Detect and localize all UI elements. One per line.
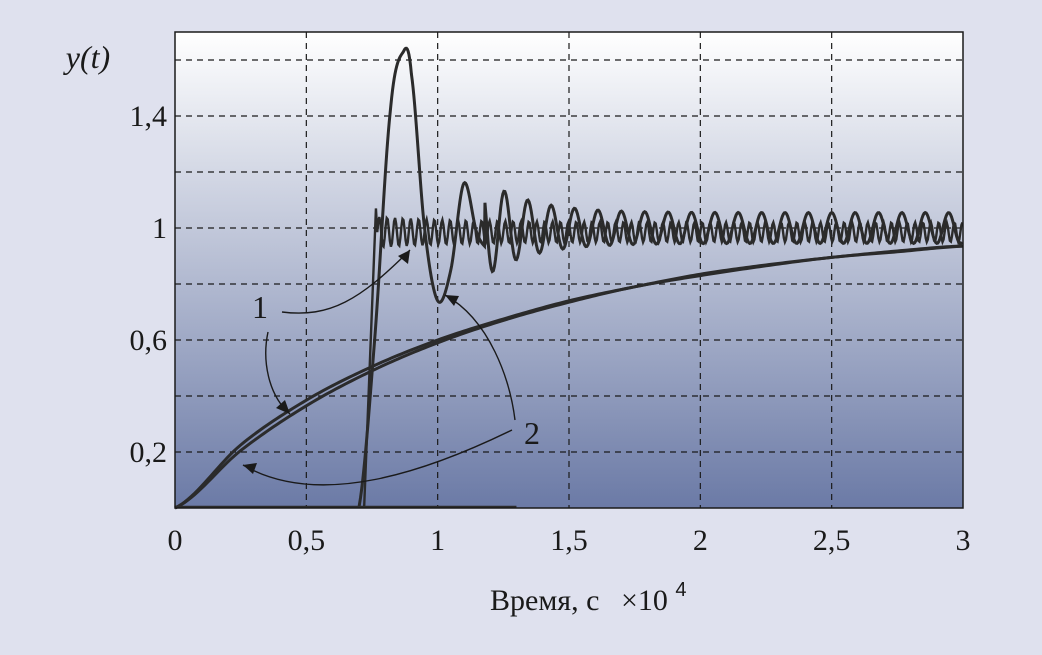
y-tick-label: 0,6 bbox=[130, 324, 168, 357]
annotation-arrow-1a bbox=[281, 249, 411, 314]
annotation-arrow-2b bbox=[242, 429, 513, 486]
annotation-arrow-2a bbox=[444, 294, 516, 421]
annotations: 1 2 bbox=[242, 249, 540, 486]
plot-frame bbox=[174, 31, 964, 509]
annotation-label-2: 2 bbox=[524, 415, 540, 451]
x-axis-label: Время, с ×10 4 bbox=[490, 579, 686, 617]
x-tick-label: 3 bbox=[956, 524, 971, 557]
x-tick-label: 0,5 bbox=[288, 524, 326, 557]
y-tick-label: 1,4 bbox=[130, 100, 168, 133]
x-axis-title: Время, с bbox=[490, 584, 599, 617]
series-line-1 bbox=[174, 244, 964, 510]
grid-lines bbox=[175, 32, 963, 508]
x-tick-label: 0 bbox=[168, 524, 183, 557]
arrowhead-1b bbox=[276, 400, 290, 414]
x-axis-exponent: 4 bbox=[675, 579, 686, 601]
arrowhead-2a bbox=[445, 295, 459, 306]
arrowhead-1a bbox=[398, 250, 410, 264]
y-tick-label: 1 bbox=[152, 212, 167, 245]
y-axis-label: y(t) bbox=[63, 39, 110, 75]
x-tick-label: 2,5 bbox=[813, 524, 851, 557]
series-line-3 bbox=[357, 46, 964, 509]
x-tick-label: 1 bbox=[430, 524, 445, 557]
annotation-label-1: 1 bbox=[252, 289, 268, 325]
x-tick-label: 1,5 bbox=[550, 524, 588, 557]
y-tick-label: 0,2 bbox=[130, 436, 168, 469]
x-tick-label: 2 bbox=[693, 524, 708, 557]
arrowhead-2b bbox=[243, 463, 257, 474]
x-axis-multiplier: ×10 bbox=[621, 584, 668, 617]
series-lines bbox=[174, 46, 964, 510]
tick-labels: 0 0,5 1 1,5 2 2,5 3 0,2 0,6 1 1,4 bbox=[130, 100, 971, 557]
